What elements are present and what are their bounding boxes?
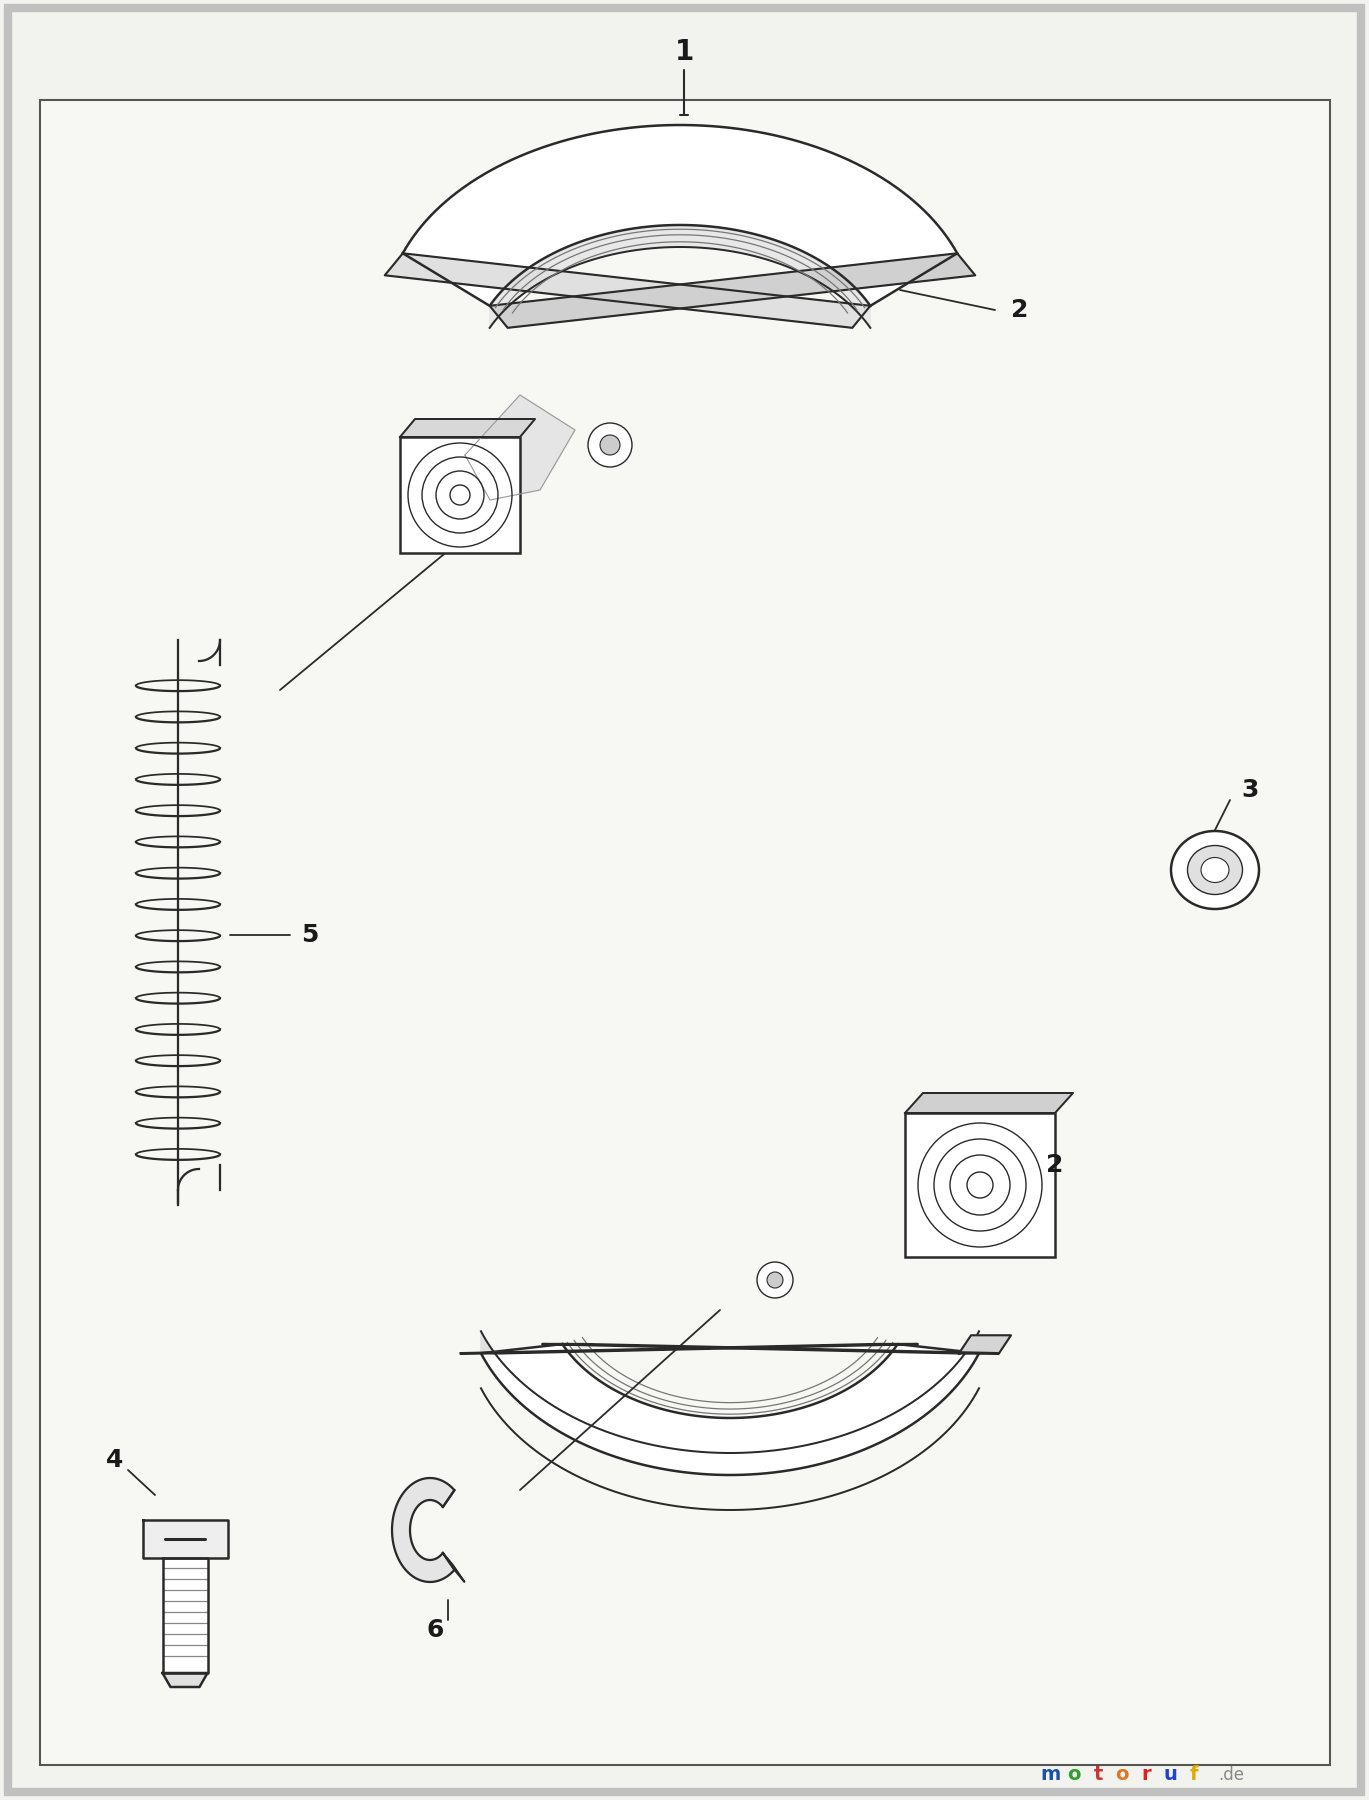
Text: 5: 5 [301,923,319,947]
Polygon shape [385,254,871,328]
Polygon shape [490,225,871,328]
Ellipse shape [1170,832,1259,909]
Text: 2: 2 [1046,1154,1064,1177]
Text: 1: 1 [675,38,694,67]
Polygon shape [960,1336,1012,1354]
Polygon shape [402,124,957,306]
Polygon shape [142,1519,227,1559]
Polygon shape [400,419,535,437]
Polygon shape [392,1478,455,1582]
Text: 2: 2 [1012,299,1028,322]
Polygon shape [481,1345,979,1474]
Polygon shape [490,254,975,328]
Text: 3: 3 [1242,778,1258,803]
Ellipse shape [1187,846,1243,895]
Polygon shape [905,1093,1073,1112]
Text: 6: 6 [426,1618,444,1642]
Circle shape [767,1273,783,1289]
Text: 4: 4 [107,1447,123,1472]
Text: .de: .de [1218,1766,1244,1784]
Polygon shape [481,1332,979,1474]
Text: u: u [1164,1766,1177,1784]
Circle shape [589,423,632,466]
Circle shape [600,436,620,455]
Ellipse shape [1201,857,1229,882]
Polygon shape [163,1672,208,1687]
Polygon shape [465,394,575,500]
FancyBboxPatch shape [400,437,520,553]
Text: r: r [1142,1766,1151,1784]
Bar [905,1112,1055,1256]
Polygon shape [542,1345,999,1354]
Text: f: f [1190,1766,1198,1784]
Polygon shape [442,1553,464,1582]
Polygon shape [461,1345,917,1354]
Text: t: t [1094,1766,1102,1784]
Text: m: m [1040,1766,1060,1784]
Circle shape [757,1262,793,1298]
Text: o: o [1068,1766,1080,1784]
Polygon shape [163,1559,208,1672]
Text: o: o [1116,1766,1129,1784]
